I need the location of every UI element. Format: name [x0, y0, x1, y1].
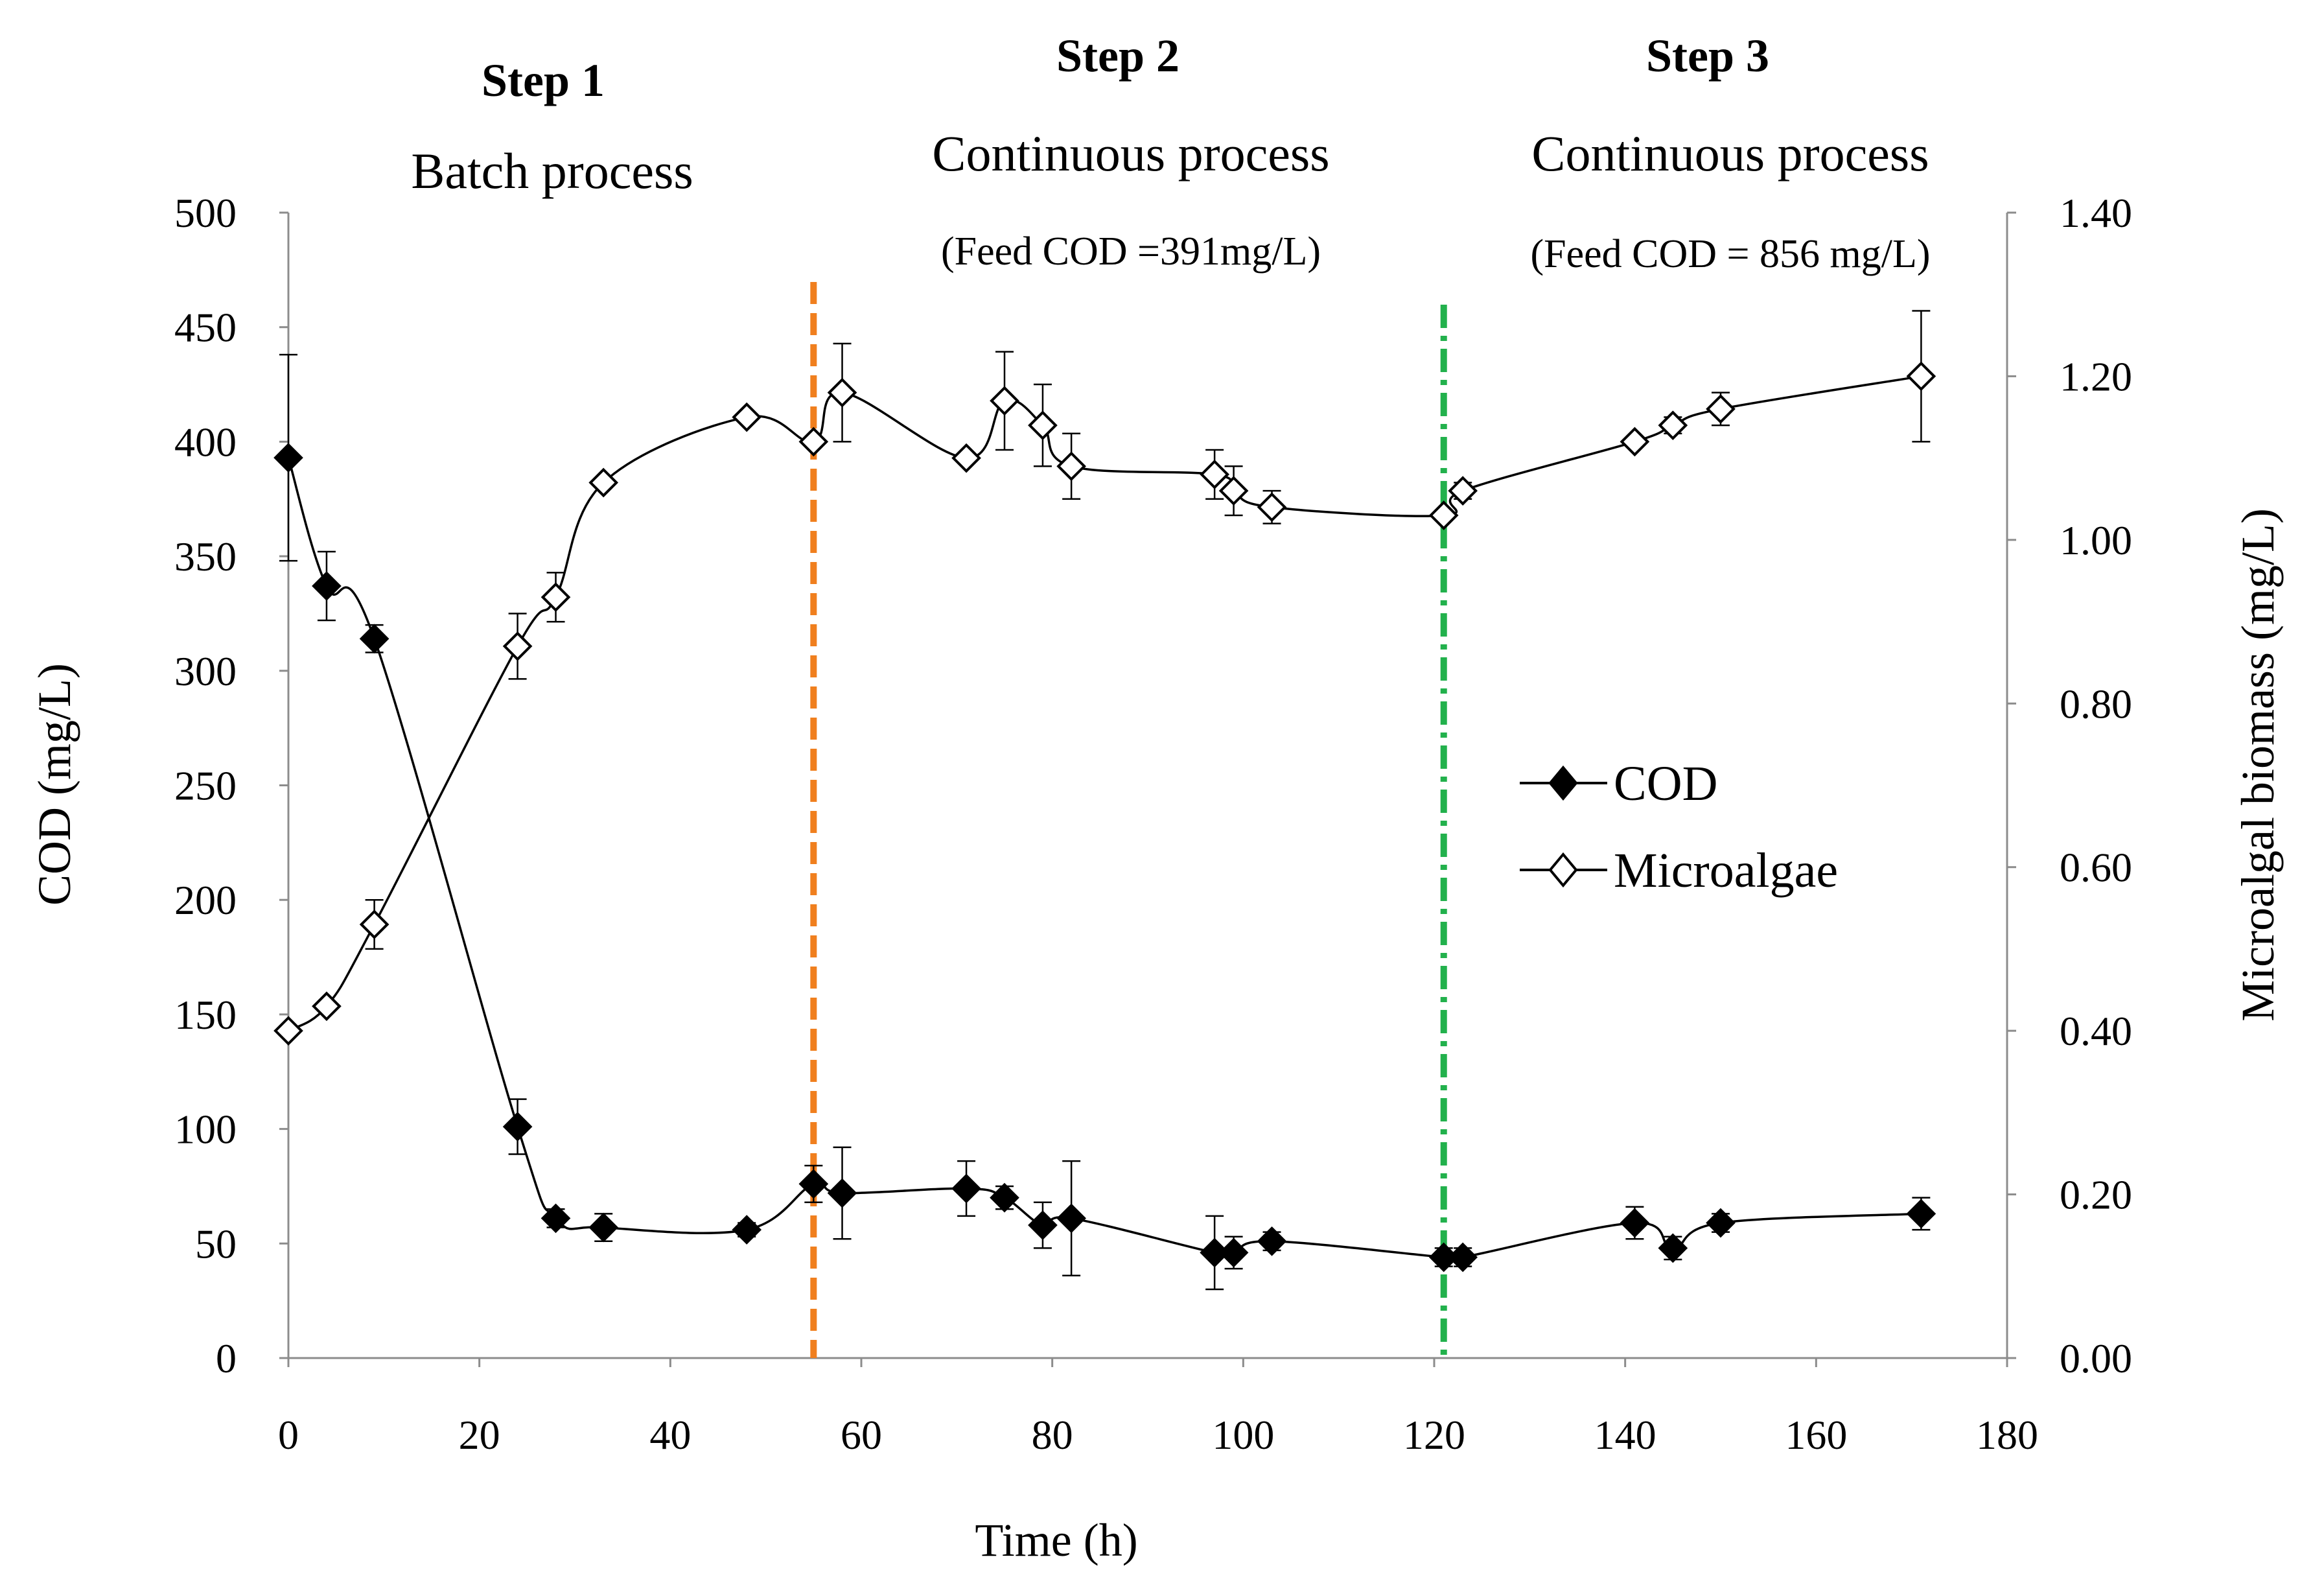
y-left-tick-label: 250	[174, 763, 237, 809]
cod-data-point	[1028, 1210, 1058, 1240]
y-left-tick-label: 100	[174, 1107, 237, 1153]
y-right-tick-label: 0.20	[2060, 1172, 2132, 1218]
microalgae-data-point	[1257, 492, 1287, 522]
y-right-tick-label: 0.00	[2060, 1335, 2132, 1381]
cod-data-point	[502, 1112, 533, 1142]
cod-data-point	[273, 443, 303, 473]
legend-microalgae-marker	[1548, 852, 1578, 888]
cod-data-point	[1448, 1242, 1478, 1272]
microalgae-data-point	[1620, 427, 1650, 457]
microalgae-data-point	[798, 427, 829, 457]
cod-data-point	[1257, 1226, 1287, 1256]
y-right-tick-label: 1.00	[2060, 517, 2132, 563]
microalgae-data-point	[312, 991, 342, 1022]
x-tick-label: 120	[1403, 1412, 1465, 1458]
x-tick-label: 160	[1785, 1412, 1847, 1458]
x-tick-label: 80	[1032, 1412, 1073, 1458]
x-tick-label: 60	[841, 1412, 882, 1458]
x-tick-label: 140	[1594, 1412, 1656, 1458]
microalgae-data-point	[1200, 460, 1229, 489]
cod-data-point	[1706, 1208, 1736, 1238]
legend-cod-marker	[1548, 765, 1578, 801]
y-right-tick-label: 1.20	[2060, 353, 2132, 399]
microalgae-data-point	[1906, 361, 1936, 392]
cod-data-point	[1218, 1237, 1249, 1268]
cod-data-point	[798, 1169, 829, 1199]
y-left-tick-label: 350	[174, 533, 237, 580]
microalgae-series-line	[288, 375, 1922, 1032]
step-1-description: Batch process	[411, 143, 693, 199]
y-axis-left-title: COD (mg/L)	[29, 663, 80, 906]
microalgae-data-point	[1658, 410, 1688, 440]
x-tick-label: 40	[649, 1412, 691, 1458]
y-left-tick-label: 0	[216, 1335, 237, 1381]
microalgae-data-point	[359, 909, 389, 939]
microalgae-data-point	[827, 377, 857, 408]
microalgae-data-point	[1428, 500, 1459, 530]
axes: 0501001502002503003504004505000.000.200.…	[174, 190, 2132, 1458]
step-2-description: Continuous process	[932, 125, 1329, 182]
microalgae-data-point	[732, 402, 762, 432]
legend-microalgae-label: Microalgae	[1614, 843, 1838, 898]
y-right-tick-label: 0.40	[2060, 1008, 2132, 1054]
x-tick-label: 20	[459, 1412, 500, 1458]
step-2-feed: (Feed COD =391mg/L)	[941, 229, 1321, 274]
cod-data-point	[1906, 1199, 1936, 1229]
y-right-tick-label: 0.80	[2060, 681, 2132, 727]
y-right-tick-label: 1.40	[2060, 190, 2132, 236]
cod-data-point	[359, 624, 389, 654]
y-left-tick-label: 50	[195, 1221, 237, 1267]
microalgae-data-point	[1218, 476, 1249, 506]
step-2-title: Step 2	[1056, 30, 1179, 82]
microalgae-data-point	[1448, 476, 1478, 506]
step-3-description: Continuous process	[1531, 125, 1929, 182]
cod-data-point	[540, 1203, 571, 1234]
x-axis-title: Time (h)	[975, 1514, 1137, 1566]
series-lines	[287, 375, 1922, 1262]
cod-data-point	[1658, 1233, 1688, 1263]
microalgae-data-point	[540, 582, 571, 613]
cod-data-point	[1620, 1208, 1650, 1238]
microalgae-data-point	[1706, 394, 1736, 424]
y-left-tick-label: 300	[174, 648, 237, 694]
microalgae-data-point	[1056, 451, 1086, 482]
cod-data-point	[1056, 1203, 1086, 1234]
x-tick-label: 100	[1212, 1412, 1274, 1458]
cod-data-point	[588, 1212, 619, 1243]
y-left-tick-label: 450	[174, 305, 237, 351]
cod-data-point	[312, 571, 342, 601]
cod-data-point	[827, 1178, 857, 1208]
legend: COD Microalgae	[1520, 756, 1838, 898]
step-3-title: Step 3	[1646, 30, 1769, 82]
cod-data-point	[990, 1182, 1019, 1213]
legend-cod-label: COD	[1614, 756, 1717, 811]
x-tick-label: 0	[278, 1412, 299, 1458]
step-dividers	[810, 282, 1447, 1358]
microalgae-data-point	[990, 386, 1019, 416]
microalgae-data-point	[1028, 410, 1058, 440]
microalgae-data-point	[273, 1016, 303, 1046]
step-1-title: Step 1	[482, 54, 605, 106]
y-right-tick-label: 0.60	[2060, 845, 2132, 891]
cod-data-point	[951, 1173, 981, 1204]
y-left-tick-label: 500	[174, 190, 237, 236]
microalgae-data-point	[951, 443, 981, 473]
step-3-feed: (Feed COD = 856 mg/L)	[1530, 232, 1930, 276]
y-left-tick-label: 400	[174, 419, 237, 465]
microalgae-data-point	[588, 467, 619, 498]
y-axis-right-title: Microalgal biomass (mg/L)	[2232, 508, 2284, 1022]
cod-data-point	[732, 1215, 762, 1245]
labels: Time (h) COD (mg/L) Microalgal biomass (…	[29, 30, 2284, 1566]
microalgae-data-point	[502, 631, 533, 661]
y-left-tick-label: 200	[174, 877, 237, 923]
y-left-tick-label: 150	[174, 992, 237, 1038]
series-markers	[273, 361, 1936, 1272]
x-tick-label: 180	[1976, 1412, 2038, 1458]
